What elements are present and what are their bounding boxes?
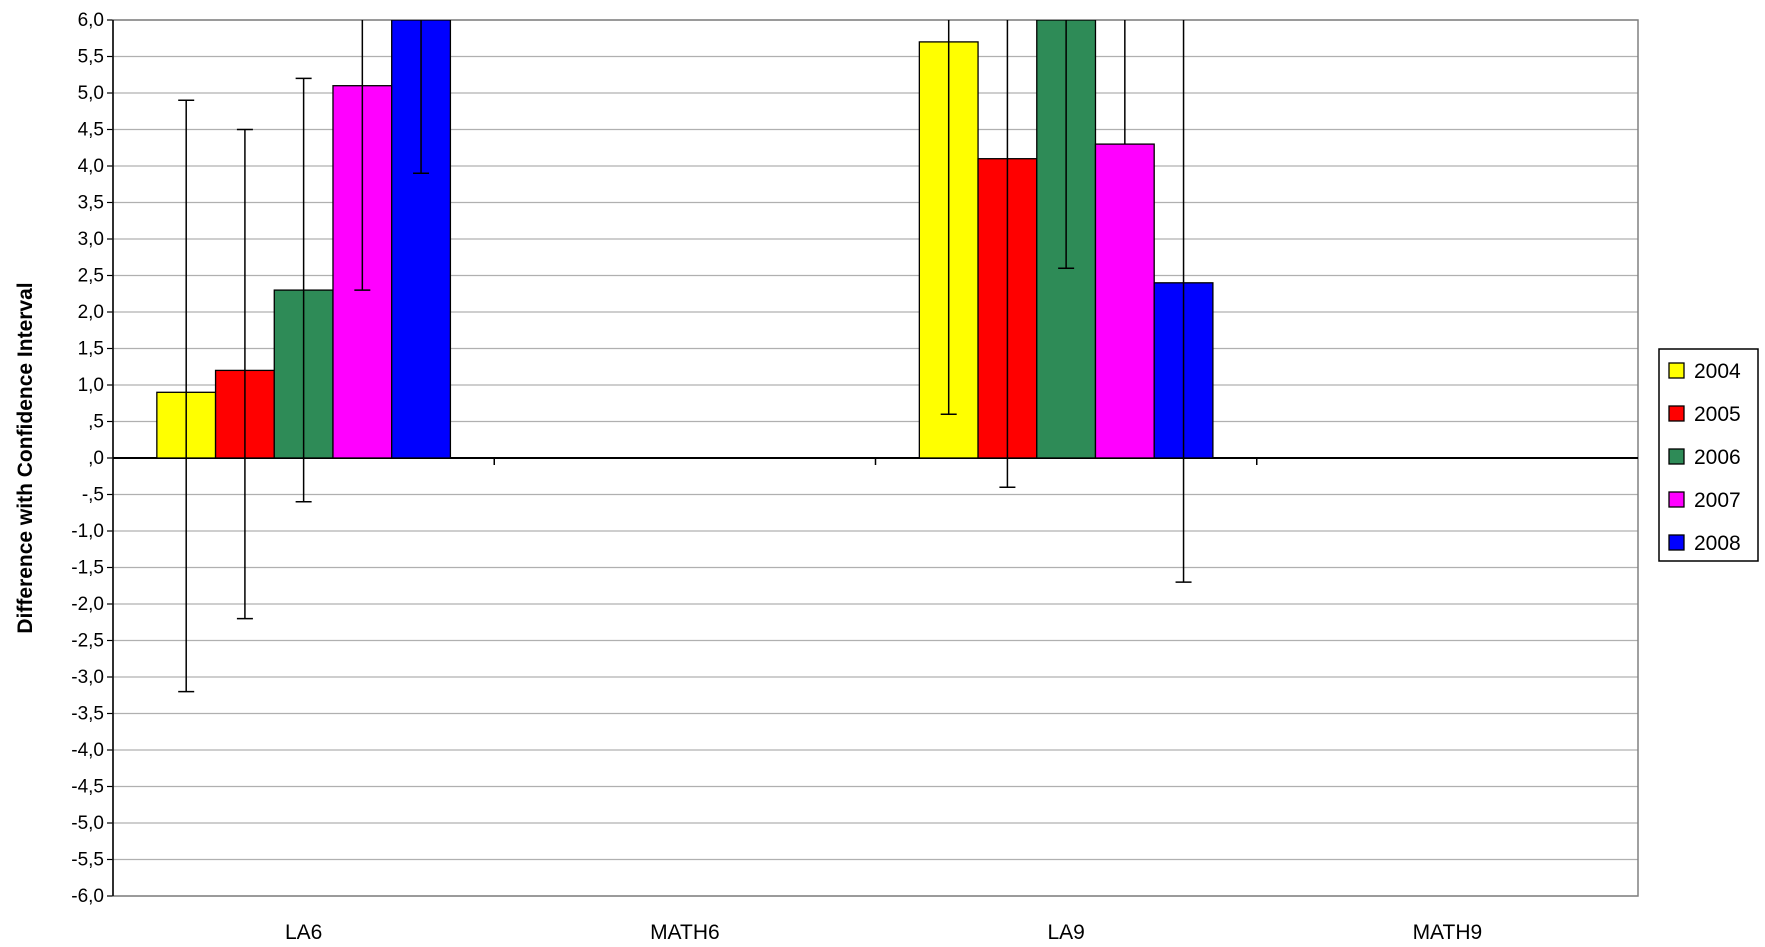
- legend-swatch: [1668, 491, 1685, 508]
- y-tick-label: -1,0: [71, 521, 104, 542]
- y-tick-label: -4,0: [71, 740, 104, 761]
- y-tick-label: -2,5: [71, 631, 104, 652]
- legend-swatch: [1668, 534, 1685, 551]
- y-tick-label: 5,5: [78, 47, 104, 68]
- category-label: LA6: [285, 921, 322, 944]
- y-tick-label: 6,0: [78, 10, 104, 31]
- y-tick-label: -,5: [82, 485, 104, 506]
- y-tick-label: -4,5: [71, 777, 104, 798]
- y-tick-label: -5,0: [71, 813, 104, 834]
- legend-swatch: [1668, 362, 1685, 379]
- y-tick-label: 2,0: [78, 302, 104, 323]
- legend-label: 2004: [1694, 360, 1741, 383]
- legend-label: 2005: [1694, 403, 1741, 426]
- category-label: MATH6: [650, 921, 720, 944]
- y-tick-label: ,0: [88, 448, 104, 469]
- y-tick-label: 1,5: [78, 339, 104, 360]
- y-tick-label: ,5: [88, 412, 104, 433]
- y-tick-label: -1,5: [71, 558, 104, 579]
- y-tick-label: -3,5: [71, 704, 104, 725]
- legend-label: 2006: [1694, 446, 1741, 469]
- y-tick-label: 5,0: [78, 83, 104, 104]
- y-tick-label: 3,5: [78, 193, 104, 214]
- y-axis-title: Difference with Confidence Interval: [14, 282, 37, 633]
- y-tick-label: 4,0: [78, 156, 104, 177]
- legend-label: 2008: [1694, 532, 1741, 555]
- legend-label: 2007: [1694, 489, 1741, 512]
- y-tick-label: 4,5: [78, 120, 104, 141]
- y-tick-label: -2,0: [71, 594, 104, 615]
- bar: [1094, 143, 1155, 459]
- category-label: MATH9: [1413, 921, 1483, 944]
- category-label: LA9: [1047, 921, 1084, 944]
- y-tick-label: 3,0: [78, 229, 104, 250]
- y-tick-label: -6,0: [71, 886, 104, 907]
- y-tick-label: -5,5: [71, 850, 104, 871]
- y-tick-label: -3,0: [71, 667, 104, 688]
- y-tick-label: 2,5: [78, 266, 104, 287]
- legend-swatch: [1668, 448, 1685, 465]
- legend-swatch: [1668, 405, 1685, 422]
- y-tick-label: 1,0: [78, 375, 104, 396]
